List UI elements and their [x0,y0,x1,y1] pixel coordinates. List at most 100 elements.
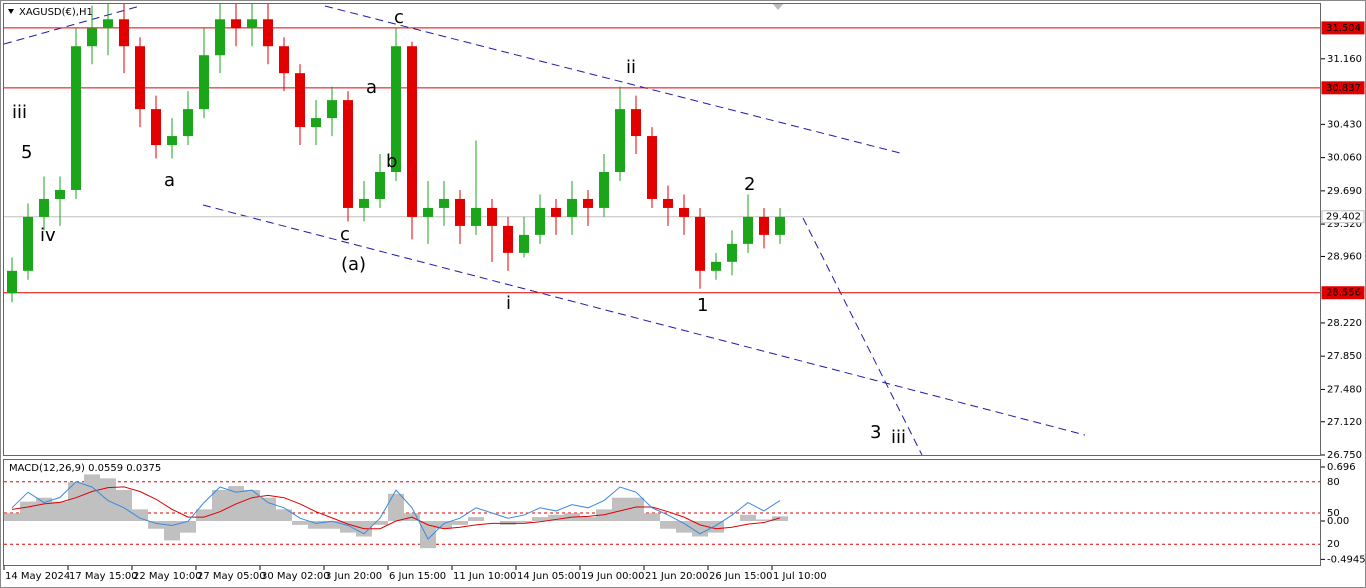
wave-label: iii [891,427,906,448]
candle-body [695,216,705,271]
macd-bar [324,520,340,529]
y-tick-label: 0.696 [1327,462,1356,473]
candle-body [375,172,385,199]
candle-body [7,270,17,294]
y-tick-label: 27.480 [1327,384,1362,395]
candle-body [263,19,273,47]
macd-bar [676,520,692,533]
macd-bar [756,519,772,521]
x-tick-label: 11 Jun 10:00 [453,571,517,582]
candle-body [279,46,289,74]
level-label: 28.556 [1326,288,1361,299]
candle-body [727,243,737,262]
candle-body [487,207,497,226]
wave-label: 2 [744,174,755,195]
wave-label: c [394,7,404,28]
y-tick-label: -0.4945 [1327,554,1366,565]
level-label-box [1321,21,1365,35]
candle-body [199,55,209,110]
y-tick-label: 29.690 [1327,186,1362,197]
macd-bar [212,489,228,521]
x-tick-label: 6 Jun 15:00 [389,571,446,582]
candle-body [103,19,113,29]
x-tick-label: 26 Jun 15:00 [709,571,773,582]
candle-body [615,109,625,173]
macd-bar [116,489,132,521]
candle-body [503,225,513,253]
x-tick-label: 19 Jun 00:00 [581,571,645,582]
x-tick-label: 17 May 15:00 [69,571,138,582]
candle-body [439,198,449,208]
macd-bar [308,520,324,529]
candle-body [39,198,49,217]
candle-body [759,216,769,235]
macd-bar [244,489,260,521]
y2-tick-label: 50 [1327,508,1340,519]
macd-bar [132,509,148,521]
x-tick-label: 14 Jun 05:00 [517,571,581,582]
macd-bar [548,514,564,521]
macd-bar [660,520,676,529]
y2-tick-label: 20 [1327,539,1340,550]
wave-label: 5 [21,142,32,163]
candle-body [23,216,33,271]
macd-bar [20,501,36,521]
candle-body [71,46,81,190]
macd-bar [740,514,756,521]
candle-body [343,100,353,208]
level-label: 31.504 [1326,23,1361,34]
candle-body [647,136,657,199]
macd-bar [276,509,292,521]
x-tick-label: 30 May 02:00 [261,571,330,582]
level-label-box [1321,81,1365,95]
macd-panel [3,459,1321,566]
indicator-line [11,486,781,530]
candle-body [183,109,193,137]
y-tick-label: 28.220 [1327,318,1362,329]
macd-bar [708,520,724,533]
candle-body [519,234,529,253]
macd-bar [148,520,164,529]
x-tick-label: 14 May 2024 [5,571,70,582]
macd-bar [164,520,180,541]
menu-arrow[interactable] [8,9,14,14]
macd-bar [452,520,468,525]
macd-bar [84,474,100,521]
macd-bar [468,517,484,521]
candle-body [679,207,689,217]
wave-label: iv [40,225,56,246]
macd-bar [340,520,356,533]
level-label-box [1321,286,1365,300]
macd-bar [100,478,116,521]
candle-body [87,28,97,47]
x-tick-label: 21 Jun 20:00 [645,571,709,582]
price-panel [3,3,1321,456]
macd-bar [628,497,644,521]
macd-bar [68,482,84,521]
candle-body [55,189,65,199]
x-tick-label: 22 May 10:00 [133,571,202,582]
macd-bar [436,520,452,529]
candle-body [551,207,561,217]
macd-bar [52,501,68,521]
candle-body [599,172,609,208]
x-tick-label: 3 Jun 20:00 [325,571,382,582]
wave-label: 3 [870,422,881,443]
wave-label: b [386,151,397,172]
wave-label: a [164,170,175,191]
candle-body [583,198,593,208]
y-tick-label: 27.120 [1327,417,1362,428]
wave-label: ii [626,57,636,78]
macd-bar [180,520,196,533]
y-tick-label: 29.320 [1327,219,1362,230]
candle-body [471,207,481,226]
candle-body [711,261,721,271]
x-tick-label: 1 Jul 10:00 [773,571,827,582]
candle-body [775,216,785,235]
candle-body [327,100,337,119]
symbol-title: XAGUSD(€),H1 [19,7,93,18]
candle-body [311,118,321,128]
level-label-box [1321,210,1365,224]
candle-body [567,198,577,217]
wave-label: 1 [697,295,708,316]
